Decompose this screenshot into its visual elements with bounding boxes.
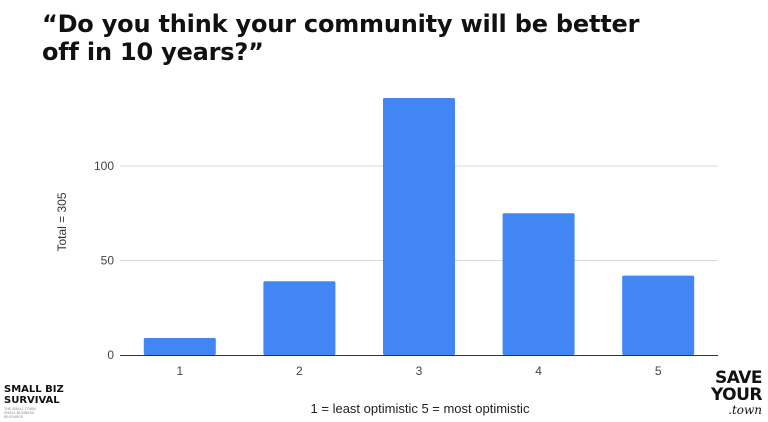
bar-3 xyxy=(383,97,455,356)
logo-right-line3: .town xyxy=(728,403,762,417)
bar-1 xyxy=(143,337,216,355)
x-tick-label-5: 5 xyxy=(655,364,662,378)
bar-4 xyxy=(502,213,575,355)
bars xyxy=(143,97,695,356)
x-tick-labels: 1 2 3 4 5 xyxy=(176,364,661,378)
x-tick-label-3: 3 xyxy=(416,364,423,378)
x-tick-label-2: 2 xyxy=(296,364,303,378)
logo-right-line1: SAVE xyxy=(714,368,763,388)
slide-title: “Do you think your community will be bet… xyxy=(42,10,640,66)
bar-2 xyxy=(263,281,336,355)
bar-5 xyxy=(622,275,695,355)
logo-right-line2: YOUR xyxy=(710,385,763,405)
y-tick-label-100: 100 xyxy=(94,159,114,173)
save-your-town-logo: SAVE YOUR .town xyxy=(702,368,763,417)
logo-left-tagline: THE SMALL TOWN SMALL BUSINESS RESOURCE xyxy=(4,407,36,419)
logo-left-line1: SMALL BIZ xyxy=(4,384,64,395)
y-tick-label-50: 50 xyxy=(101,254,115,268)
x-axis-label: 1 = least optimistic 5 = most optimistic xyxy=(311,401,530,416)
small-biz-survival-logo: SMALL BIZ SURVIVAL THE SMALL TOWN SMALL … xyxy=(4,384,94,419)
x-tick-label-1: 1 xyxy=(176,364,183,378)
logo-left-line2: SURVIVAL xyxy=(4,395,60,406)
x-tick-label-4: 4 xyxy=(535,364,542,378)
y-tick-labels: 0 50 100 xyxy=(94,159,114,362)
y-axis-label: Total = 305 xyxy=(55,192,69,251)
y-tick-label-0: 0 xyxy=(107,348,114,362)
